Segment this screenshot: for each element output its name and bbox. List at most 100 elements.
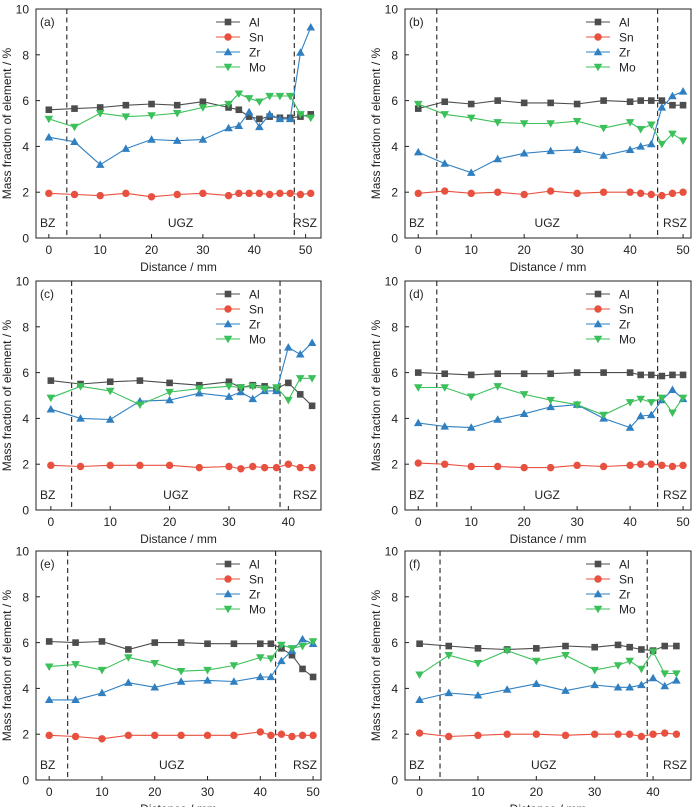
data-point-sn: [136, 461, 144, 470]
y-tick-label: 4: [391, 682, 398, 696]
data-point-mo: [229, 662, 239, 670]
legend-marker-sn: [224, 33, 232, 41]
x-tick-label: 30: [570, 515, 584, 529]
legend-label-al: Al: [619, 288, 630, 302]
data-point-al: [136, 377, 144, 384]
legend-label-zr: Zr: [619, 46, 630, 60]
data-point-mo: [224, 100, 233, 109]
data-point-mo: [660, 670, 670, 678]
data-point-mo: [260, 385, 269, 393]
data-point-zr: [590, 680, 599, 689]
data-point-al: [45, 638, 53, 645]
y-tick-label: 6: [391, 94, 398, 108]
data-point-sn: [124, 731, 133, 740]
data-point-mo: [244, 95, 254, 103]
legend-marker-sn: [594, 33, 602, 41]
data-point-al: [308, 402, 316, 410]
y-tick-label: 0: [391, 232, 398, 246]
data-point-al: [658, 97, 666, 104]
x-tick-label: 40: [282, 515, 296, 529]
data-point-zr: [646, 139, 656, 148]
x-tick-label: 40: [623, 243, 637, 257]
data-point-mo: [668, 130, 677, 139]
data-point-al: [151, 639, 159, 646]
data-point-al: [309, 673, 317, 681]
region-label-bz: BZ: [409, 758, 424, 772]
data-point-al: [638, 646, 645, 653]
data-point-sn: [599, 188, 608, 196]
x-tick-label: 20: [517, 243, 531, 257]
region-label-bz: BZ: [40, 216, 55, 230]
series-line-zr: [419, 677, 677, 701]
data-point-sn: [98, 735, 106, 743]
series-line-zr: [50, 342, 313, 421]
data-point-zr: [636, 411, 645, 420]
x-tick-label: 40: [254, 785, 268, 799]
y-tick-label: 10: [385, 3, 399, 17]
data-point-mo: [493, 383, 502, 391]
data-point-sn: [147, 193, 156, 201]
series-line-mo: [50, 377, 313, 406]
data-point-mo: [546, 396, 555, 405]
data-point-mo: [176, 668, 186, 676]
data-point-sn: [520, 190, 528, 199]
data-point-zr: [198, 135, 208, 143]
data-point-sn: [47, 461, 55, 470]
data-point-mo: [147, 112, 156, 120]
y-tick-label: 2: [22, 458, 29, 472]
data-point-zr: [46, 404, 56, 413]
x-axis-label: Distance / mm: [140, 260, 217, 274]
data-point-mo: [466, 114, 476, 123]
region-label-ugz: UGZ: [163, 488, 188, 502]
data-point-al: [441, 370, 449, 378]
data-point-mo: [277, 641, 286, 650]
data-point-al: [520, 99, 528, 107]
data-point-al: [562, 642, 569, 650]
legend-label-sn: Sn: [249, 31, 264, 45]
data-point-sn: [256, 728, 265, 736]
x-tick-label: 10: [465, 243, 479, 257]
data-point-sn: [573, 461, 581, 470]
data-point-al: [547, 99, 554, 107]
data-point-mo: [266, 655, 276, 663]
panel-c: 0 2 4 6 8 10 0 10 20 30 40 Distance / mm Mass fracti…: [0, 275, 322, 546]
data-point-zr: [44, 132, 54, 141]
legend-label-al: Al: [619, 558, 630, 572]
data-point-mo: [636, 395, 645, 404]
data-point-sn: [173, 190, 181, 199]
x-tick-label: 20: [163, 515, 177, 529]
x-tick-label: 30: [570, 243, 584, 257]
data-point-sn: [296, 190, 305, 199]
data-point-sn: [679, 461, 687, 470]
data-point-sn: [532, 730, 541, 738]
legend-marker-al: [224, 18, 232, 26]
plot-frame: [35, 280, 322, 511]
y-tick-label: 2: [22, 728, 29, 742]
x-tick-label: 0: [415, 515, 422, 529]
data-point-al: [679, 101, 687, 109]
legend-marker-mo: [223, 63, 233, 72]
data-point-sn: [286, 189, 294, 198]
data-point-zr: [413, 418, 423, 427]
x-tick-label: 10: [104, 515, 118, 529]
data-point-sn: [70, 190, 79, 199]
data-point-sn: [309, 731, 317, 740]
data-point-al: [614, 641, 622, 649]
data-point-sn: [225, 462, 233, 471]
legend-marker-mo: [593, 63, 603, 72]
data-point-zr: [147, 135, 156, 143]
panel-a: 0 2 4 6 8 10 0 10 20 30 40 50 Distance / mm Mass frac…: [0, 3, 322, 274]
data-point-sn: [106, 461, 114, 470]
data-point-mo: [502, 647, 512, 655]
data-point-al: [307, 111, 315, 118]
x-tick-label: 10: [465, 515, 479, 529]
data-point-zr: [165, 395, 174, 404]
data-point-al: [494, 370, 501, 378]
data-point-al: [647, 97, 655, 104]
data-point-zr: [307, 338, 317, 347]
legend-marker-zr: [223, 47, 233, 56]
data-point-zr: [277, 656, 286, 665]
y-axis-label: Mass fraction of element / %: [0, 319, 14, 471]
data-point-mo: [572, 401, 582, 409]
data-point-mo: [561, 651, 570, 660]
